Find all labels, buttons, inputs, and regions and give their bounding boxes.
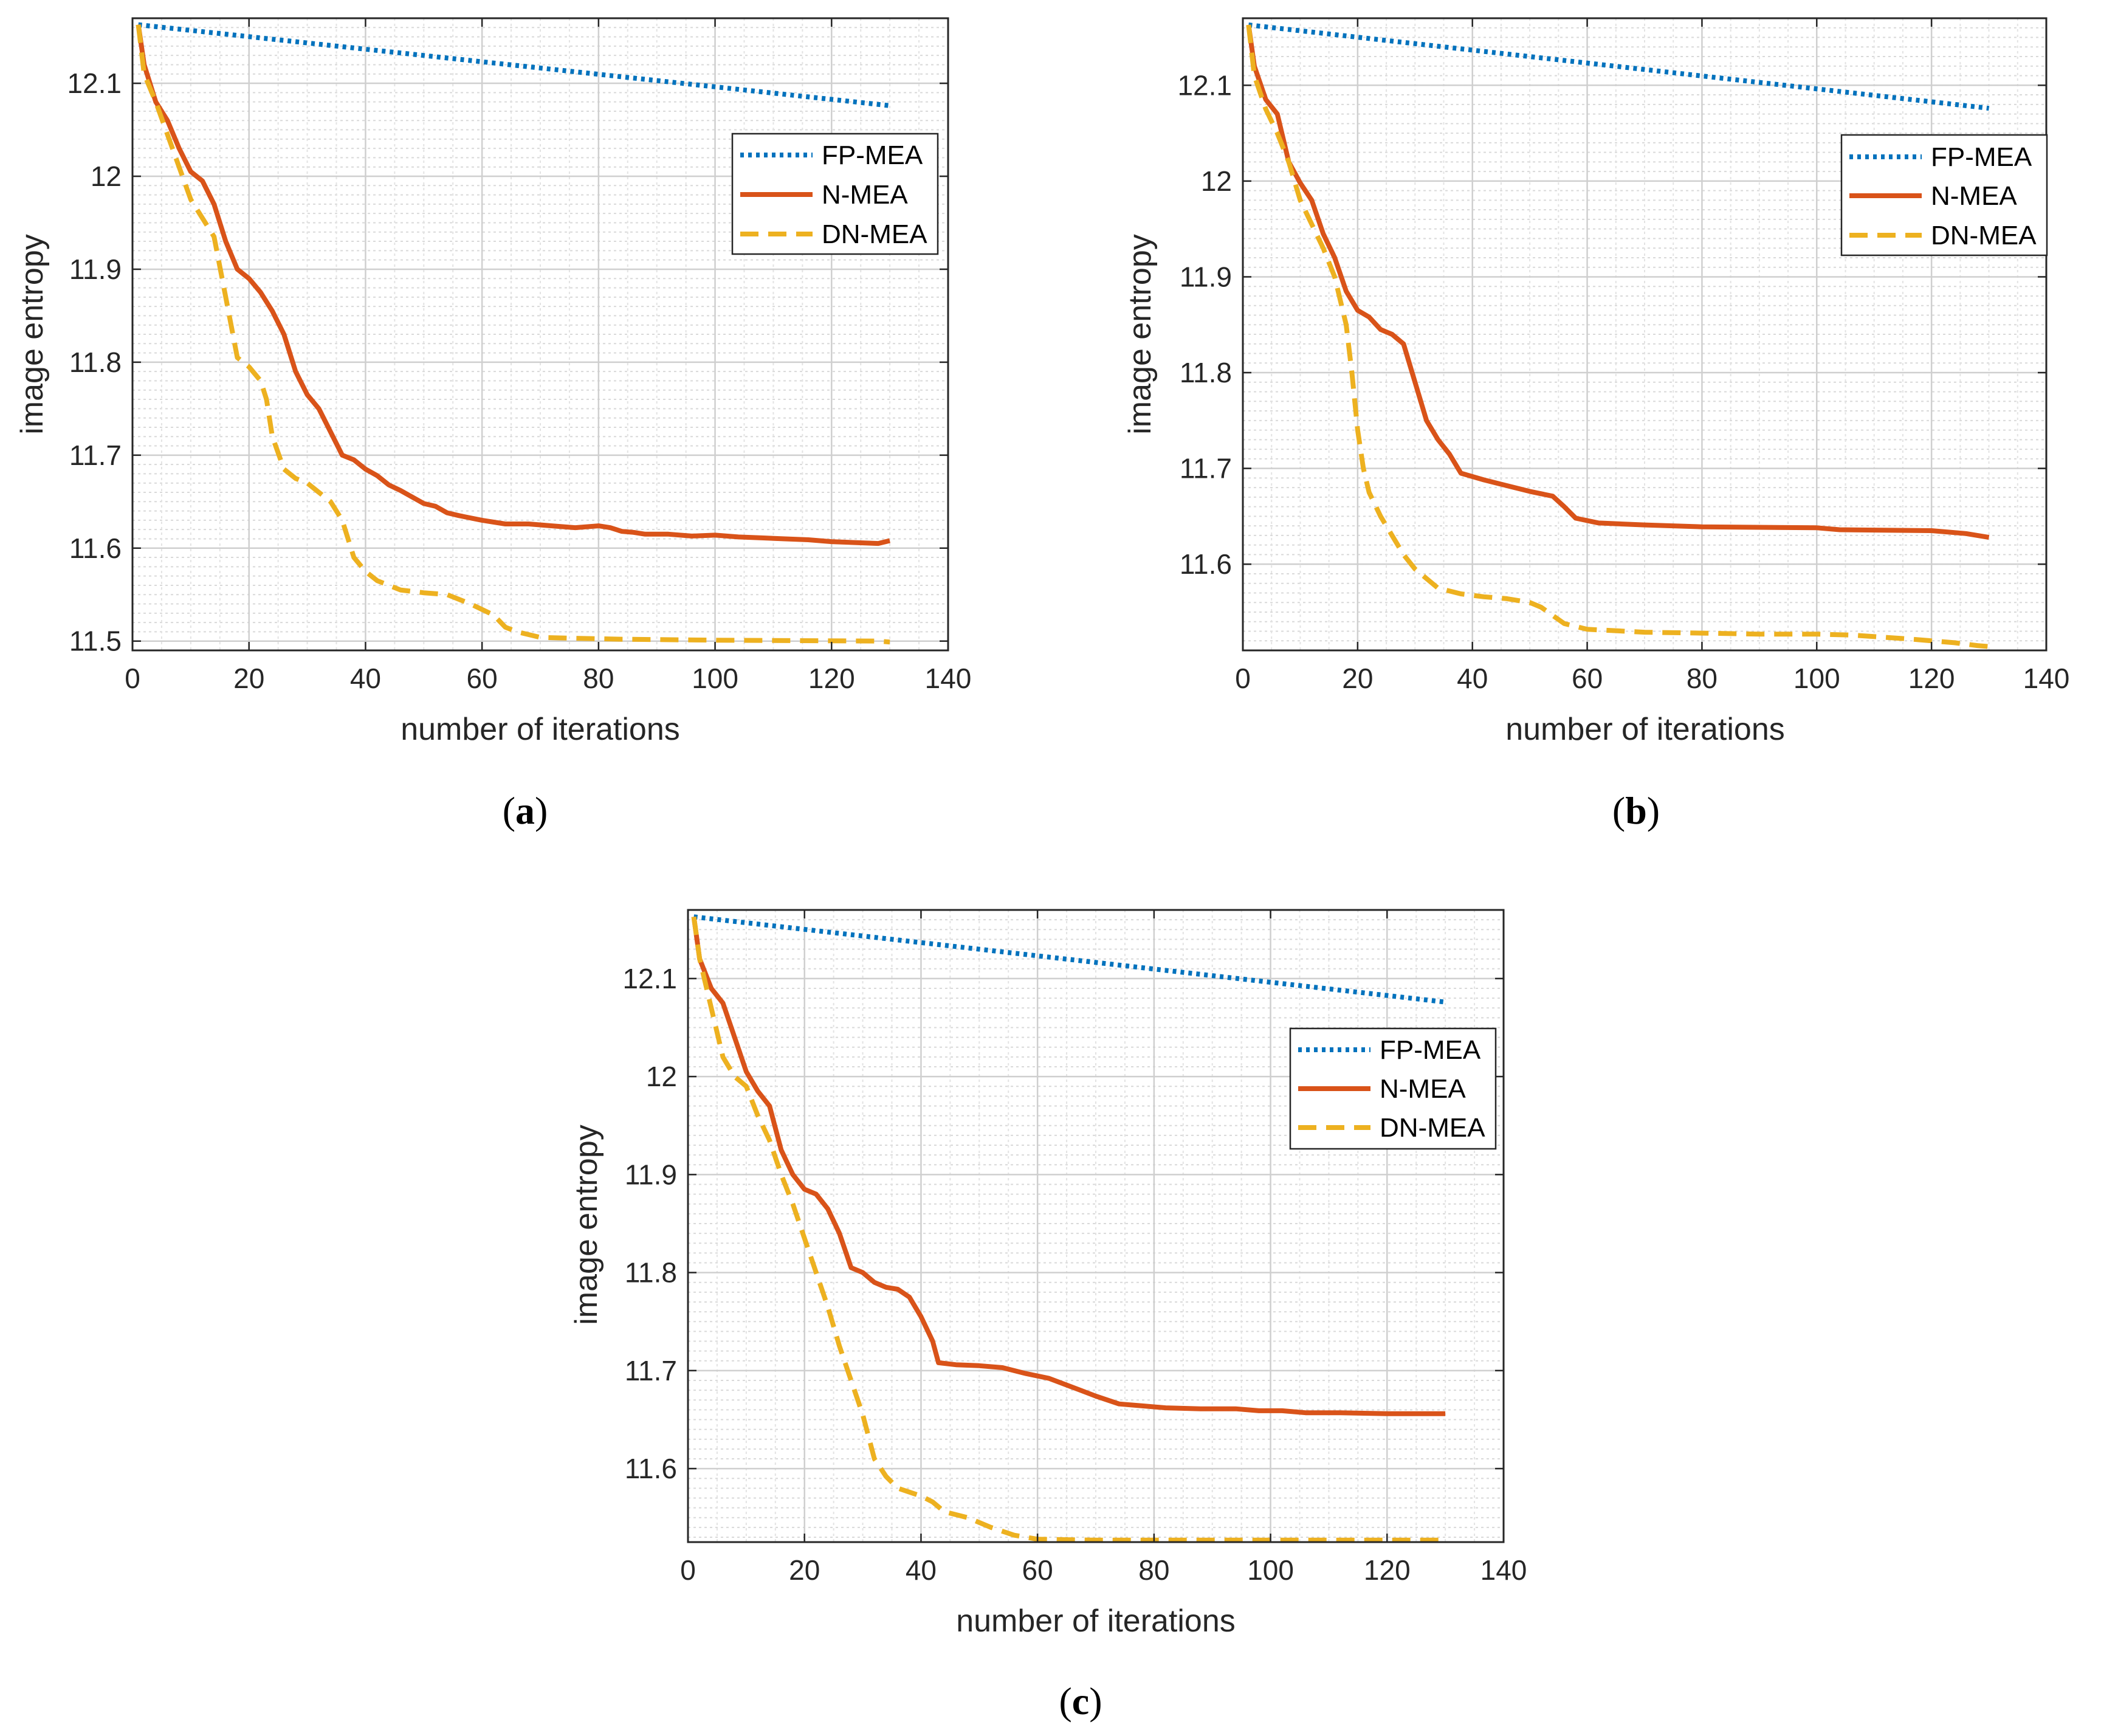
y-tick-label: 11.8 — [625, 1257, 677, 1289]
y-axis-label-a: image entropy — [15, 234, 50, 435]
legend-label-fp-mea-c: FP-MEA — [1380, 1035, 1481, 1065]
legend-label-n-mea-b: N-MEA — [1931, 181, 2017, 211]
y-tick-label: 12.1 — [67, 67, 122, 99]
x-tick-label: 100 — [1247, 1554, 1294, 1586]
x-tick-label: 80 — [1687, 663, 1718, 694]
x-tick-label: 0 — [125, 663, 140, 694]
y-axis-label-b: image entropy — [1123, 234, 1158, 435]
y-tick-label: 11.9 — [625, 1159, 677, 1190]
x-tick-label: 40 — [350, 663, 381, 694]
y-tick-label: 11.9 — [1180, 261, 1232, 292]
panel-c: 0 20 40 60 80 100 120 140 11.6 11.7 11.8 11.9 12 12.1… — [569, 909, 1527, 1723]
legend-label-dn-mea-b: DN-MEA — [1931, 221, 2037, 250]
x-tick-label: 60 — [1572, 663, 1603, 694]
legend-b: FP-MEA N-MEA DN-MEA — [1840, 134, 2048, 257]
grid-b — [1242, 18, 2048, 651]
y-tick-label: 11.6 — [625, 1453, 677, 1484]
x-tick-label: 60 — [467, 663, 498, 694]
legend-a: FP-MEA N-MEA DN-MEA — [731, 133, 939, 255]
y-tick-label: 11.7 — [69, 439, 122, 471]
x-tick-label: 140 — [1480, 1554, 1527, 1586]
caption-b: (b) — [1612, 789, 1660, 832]
caption-letter-b: b — [1625, 789, 1647, 832]
x-tick-label: 20 — [1342, 663, 1373, 694]
series-a — [136, 22, 891, 645]
caption-close-b: ) — [1647, 789, 1660, 832]
x-tick-label: 100 — [692, 663, 738, 694]
x-tick-label: 20 — [789, 1554, 820, 1586]
legend-c: FP-MEA N-MEA DN-MEA — [1289, 1027, 1497, 1150]
series-line-dn-mea-c — [691, 916, 1446, 1543]
series-line-n-mea-a — [136, 24, 891, 546]
axes-box-c — [687, 909, 1505, 1543]
y-tick-label: 11.7 — [625, 1355, 677, 1386]
x-tick-label: 80 — [1138, 1554, 1169, 1586]
x-tick-label: 20 — [233, 663, 264, 694]
x-tick-label: 60 — [1022, 1554, 1053, 1586]
x-tick-label: 0 — [1235, 663, 1251, 694]
y-tick-label: 12.1 — [1177, 69, 1232, 101]
legend-label-n-mea-a: N-MEA — [822, 180, 908, 210]
x-tick-label: 120 — [1908, 663, 1955, 694]
series-c — [691, 914, 1446, 1543]
series-b — [1246, 22, 1990, 649]
caption-letter-a: a — [515, 789, 535, 832]
series-line-n-mea-b — [1246, 24, 1990, 540]
legend-label-dn-mea-a: DN-MEA — [822, 219, 927, 249]
y-tick-label: 12.1 — [622, 963, 677, 994]
caption-a: (a) — [503, 789, 548, 832]
x-tick-label: 40 — [906, 1554, 937, 1586]
caption-letter-c: c — [1072, 1679, 1089, 1723]
y-tick-label: 12 — [1201, 165, 1232, 197]
x-axis-label-a: number of iterations — [401, 712, 680, 747]
y-tick-label: 11.7 — [1180, 453, 1232, 484]
legend-label-n-mea-c: N-MEA — [1380, 1074, 1466, 1104]
series-line-dn-mea-a — [136, 24, 890, 645]
series-line-dn-mea-b — [1246, 24, 1989, 649]
x-axis-label-b: number of iterations — [1505, 712, 1785, 747]
caption-close-a: ) — [535, 789, 548, 832]
x-tick-label: 120 — [1364, 1554, 1411, 1586]
panel-b: 0 20 40 60 80 100 120 140 11.6 11.7 11.8 11.9 12 12.1… — [1123, 17, 2069, 832]
x-tick-label: 100 — [1793, 663, 1840, 694]
caption-open-a: ( — [503, 789, 515, 832]
x-tick-label: 0 — [680, 1554, 696, 1586]
y-tick-label: 11.8 — [69, 346, 122, 378]
legend-label-fp-mea-b: FP-MEA — [1931, 142, 2032, 172]
axes-box-a — [131, 17, 949, 652]
y-tick-label: 11.6 — [69, 532, 122, 564]
y-tick-label: 12 — [646, 1061, 677, 1092]
y-tick-label: 12 — [91, 160, 122, 192]
y-tick-label: 11.6 — [1180, 548, 1232, 580]
x-tick-label: 140 — [925, 663, 972, 694]
caption-c: (c) — [1059, 1679, 1102, 1723]
x-tick-label: 40 — [1457, 663, 1488, 694]
y-tick-label: 11.8 — [1180, 357, 1232, 388]
caption-close-c: ) — [1089, 1679, 1102, 1723]
caption-open-b: ( — [1612, 789, 1625, 832]
y-axis-label-c: image entropy — [569, 1125, 604, 1325]
y-tick-label: 11.5 — [69, 625, 122, 657]
axes-box-b — [1242, 17, 2048, 652]
x-axis-label-c: number of iterations — [956, 1603, 1236, 1639]
y-tick-label: 11.9 — [69, 253, 122, 285]
legend-label-fp-mea-a: FP-MEA — [822, 140, 923, 170]
series-line-fp-mea-b — [1248, 22, 1990, 111]
ticks-a: 0 20 40 60 80 100 120 140 11.5 11.6 11.7 11.8 11.9 12… — [67, 18, 971, 694]
x-tick-label: 120 — [808, 663, 855, 694]
x-tick-label: 80 — [583, 663, 614, 694]
series-line-n-mea-c — [691, 916, 1446, 1416]
caption-open-c: ( — [1059, 1679, 1071, 1723]
ticks-b: 0 20 40 60 80 100 120 140 11.6 11.7 11.8 11.9 12 12.1 — [1177, 18, 2069, 694]
panel-a: 0 20 40 60 80 100 120 140 11.5 11.6 11.7 11.8 11.9 12… — [15, 17, 971, 832]
ticks-c: 0 20 40 60 80 100 120 140 11.6 11.7 11.8 11.9 12 12.1 — [622, 910, 1527, 1586]
legend-label-dn-mea-c: DN-MEA — [1380, 1113, 1485, 1143]
x-tick-label: 140 — [2023, 663, 2070, 694]
